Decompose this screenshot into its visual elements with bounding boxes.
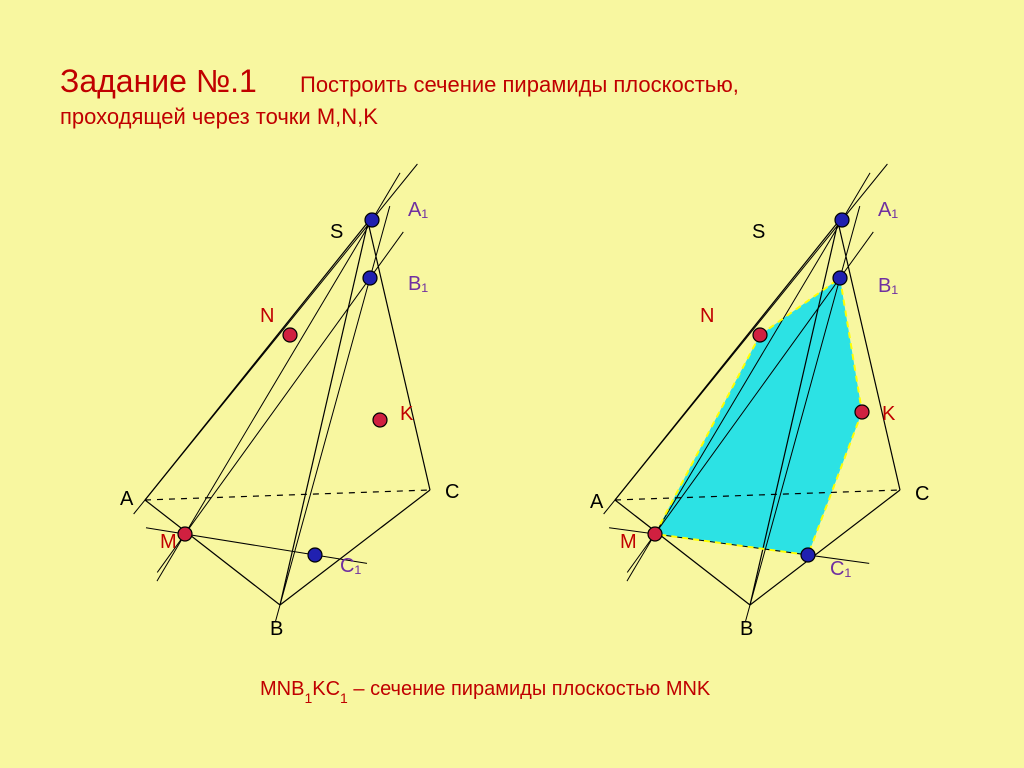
label-C1: C₁	[340, 555, 361, 577]
point-B1	[363, 271, 377, 285]
label-B: B	[270, 618, 283, 640]
point-M	[648, 527, 662, 541]
point-N	[753, 328, 767, 342]
label-A: A	[590, 491, 604, 513]
slide-canvas: Задание №.1 Построить сечение пирамиды пл…	[0, 0, 1024, 768]
label-C: C	[445, 481, 459, 503]
point-M	[178, 527, 192, 541]
point-K	[373, 413, 387, 427]
label-M: M	[160, 531, 177, 553]
label-K: K	[882, 403, 896, 425]
point-A1	[835, 213, 849, 227]
point-A1	[365, 213, 379, 227]
title-sub-line2: проходящей через точки M,N,K	[60, 104, 378, 129]
label-A1: A₁	[878, 199, 898, 221]
label-C1: C₁	[830, 558, 851, 580]
title-sub-line1: Построить сечение пирамиды плоскостью,	[300, 72, 739, 97]
label-B: B	[740, 618, 753, 640]
label-S: S	[752, 221, 765, 243]
label-M: M	[620, 531, 637, 553]
point-C1	[308, 548, 322, 562]
point-C1	[801, 548, 815, 562]
label-B1: B₁	[878, 275, 898, 297]
label-N: N	[700, 305, 714, 327]
label-A: A	[120, 488, 134, 510]
label-K: K	[400, 403, 414, 425]
point-B1	[833, 271, 847, 285]
label-C: C	[915, 483, 929, 505]
label-B1: B₁	[408, 273, 428, 295]
point-N	[283, 328, 297, 342]
label-A1: A₁	[408, 199, 428, 221]
label-N: N	[260, 305, 274, 327]
label-S: S	[330, 221, 343, 243]
title-main: Задание №.1	[60, 63, 257, 99]
point-K	[855, 405, 869, 419]
